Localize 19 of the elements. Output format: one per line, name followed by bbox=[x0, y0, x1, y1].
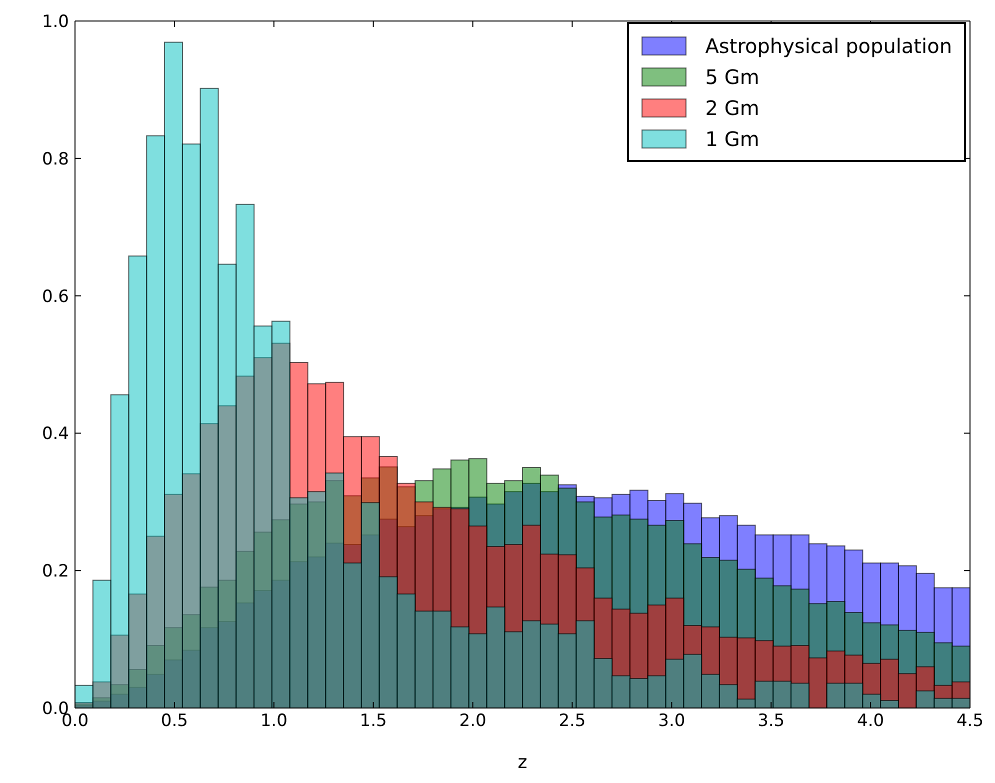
y-tick-label: 0.2 bbox=[42, 562, 69, 582]
legend-label: Astrophysical population bbox=[705, 34, 952, 58]
legend-label: 5 Gm bbox=[705, 64, 760, 88]
x-tick-label: 4.0 bbox=[857, 711, 884, 732]
x-axis-title: z bbox=[518, 752, 528, 773]
x-tick-label: 4.5 bbox=[956, 711, 984, 732]
legend-label: 1 Gm bbox=[705, 126, 760, 150]
y-tick-label: 1.0 bbox=[42, 12, 69, 32]
legend-label: 2 Gm bbox=[705, 96, 760, 120]
x-tick-label: 0.5 bbox=[160, 711, 188, 732]
x-tick-label: 2.0 bbox=[459, 711, 486, 732]
x-tick-label: 1.5 bbox=[360, 711, 387, 732]
y-tick-label: 0.6 bbox=[42, 286, 69, 307]
y-tick-label: 0.8 bbox=[42, 149, 69, 170]
x-tick-label: 3.0 bbox=[658, 711, 686, 732]
x-tick-label: 1.0 bbox=[260, 711, 288, 732]
y-tick-label: 0.4 bbox=[42, 424, 69, 444]
x-tick-label: 3.5 bbox=[758, 711, 785, 732]
x-tick-label: 2.5 bbox=[558, 711, 586, 732]
